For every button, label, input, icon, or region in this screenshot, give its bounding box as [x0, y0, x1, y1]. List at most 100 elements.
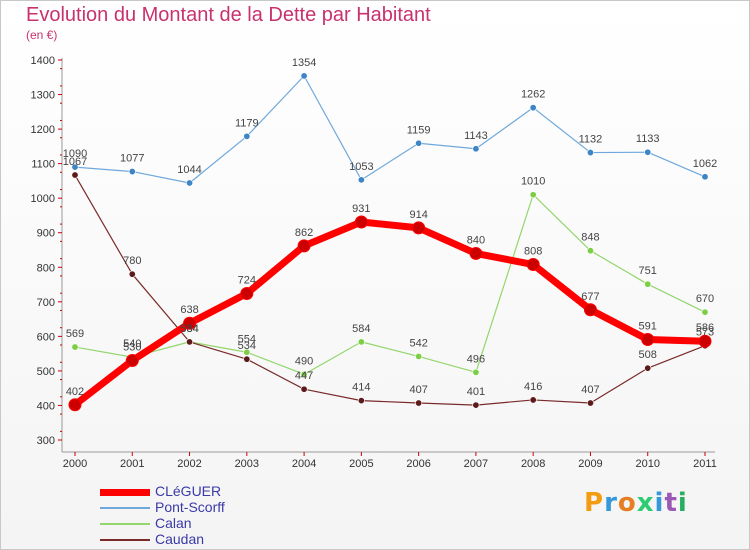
data-label: 780 — [123, 255, 141, 267]
legend-swatch — [100, 488, 150, 496]
data-label: 508 — [639, 349, 657, 361]
data-label: 573 — [696, 327, 714, 339]
data-point — [526, 258, 540, 272]
data-point — [472, 368, 480, 376]
data-point — [354, 215, 368, 229]
legend-swatch — [100, 507, 150, 509]
data-point — [128, 270, 136, 278]
y-tick-label: 1100 — [31, 159, 55, 171]
data-label: 1010 — [521, 176, 545, 188]
y-tick-label: 500 — [37, 366, 55, 378]
x-tick-label: 2005 — [349, 458, 373, 470]
data-label: 584 — [180, 323, 198, 335]
data-point — [186, 179, 194, 187]
data-label: 414 — [352, 382, 370, 394]
data-label: 1143 — [464, 130, 488, 142]
data-label: 1067 — [63, 156, 87, 168]
x-tick-label: 2001 — [120, 458, 144, 470]
legend-item: CLéGUER — [100, 483, 400, 500]
chart-title: Evolution du Montant de la Dette par Hab… — [26, 4, 431, 26]
data-label: 840 — [467, 234, 485, 246]
chart-legend: CLéGUER Pont-Scorff Calan Caudan — [100, 483, 400, 548]
data-label: 530 — [123, 342, 141, 354]
chart-subtitle: (en €) — [26, 28, 58, 42]
series-line-1 — [74, 75, 706, 184]
data-point — [698, 334, 712, 348]
data-point — [586, 149, 594, 157]
data-point — [68, 398, 82, 412]
data-point — [644, 364, 652, 372]
legend-item: Caudan — [100, 531, 400, 548]
data-point — [469, 246, 483, 260]
data-point — [183, 316, 197, 330]
y-tick-label: 1400 — [31, 55, 55, 67]
data-point — [71, 171, 79, 179]
legend-label: Pont-Scorff — [155, 499, 225, 515]
x-tick-label: 2010 — [635, 458, 659, 470]
data-point — [71, 343, 79, 351]
legend-item: Pont-Scorff — [100, 499, 400, 516]
logo-letter: r — [604, 488, 618, 518]
data-point — [644, 148, 652, 156]
data-label: 1053 — [349, 161, 373, 173]
logo-letter: t — [664, 488, 678, 518]
data-point — [472, 401, 480, 409]
y-tick-label: 1300 — [31, 90, 55, 102]
data-point — [586, 247, 594, 255]
data-label: 401 — [467, 386, 485, 398]
data-label: 584 — [352, 323, 370, 335]
data-label: 1077 — [120, 153, 144, 165]
logo-letter: i — [677, 488, 688, 518]
data-point — [412, 221, 426, 235]
data-label: 407 — [409, 384, 427, 396]
data-point — [529, 104, 537, 112]
series-line-2 — [74, 194, 706, 375]
data-label: 490 — [295, 355, 313, 367]
y-tick-label: 600 — [37, 331, 55, 343]
data-label: 808 — [524, 246, 542, 258]
y-tick-label: 1200 — [31, 124, 55, 136]
data-point — [701, 308, 709, 316]
y-tick-label: 1000 — [31, 193, 55, 205]
legend-swatch — [100, 523, 150, 525]
data-label: 540 — [123, 338, 141, 350]
data-label: 1044 — [177, 164, 201, 176]
data-point — [586, 399, 594, 407]
y-tick-label: 300 — [37, 435, 55, 447]
y-tick-label: 400 — [37, 400, 55, 412]
data-point — [300, 72, 308, 80]
data-point — [186, 338, 194, 346]
legend-label: Caudan — [155, 531, 205, 547]
y-tick-label: 700 — [37, 297, 55, 309]
data-point — [415, 399, 423, 407]
data-point — [641, 332, 655, 346]
data-point — [128, 168, 136, 176]
data-label: 586 — [696, 322, 714, 334]
data-point — [529, 191, 537, 199]
data-point — [415, 352, 423, 360]
logo-letter: o — [617, 488, 637, 518]
y-tick-label: 900 — [37, 228, 55, 240]
data-label: 724 — [238, 275, 256, 287]
series-line-0 — [71, 218, 709, 409]
data-point — [243, 132, 251, 140]
data-label: 591 — [639, 320, 657, 332]
x-tick-label: 2003 — [235, 458, 259, 470]
data-label: 848 — [581, 232, 599, 244]
data-point — [644, 280, 652, 288]
data-label: 569 — [66, 328, 84, 340]
legend-swatch — [100, 539, 150, 541]
x-tick-label: 2008 — [521, 458, 545, 470]
data-label: 1262 — [521, 89, 545, 101]
logo-letter: P — [584, 488, 605, 518]
data-point — [243, 355, 251, 363]
data-point — [529, 396, 537, 404]
data-point — [472, 145, 480, 153]
logo-letter: i — [654, 488, 665, 518]
x-tick-label: 2009 — [578, 458, 602, 470]
legend-item: Calan — [100, 515, 400, 532]
data-point — [243, 348, 251, 356]
x-tick-label: 2004 — [292, 458, 316, 470]
